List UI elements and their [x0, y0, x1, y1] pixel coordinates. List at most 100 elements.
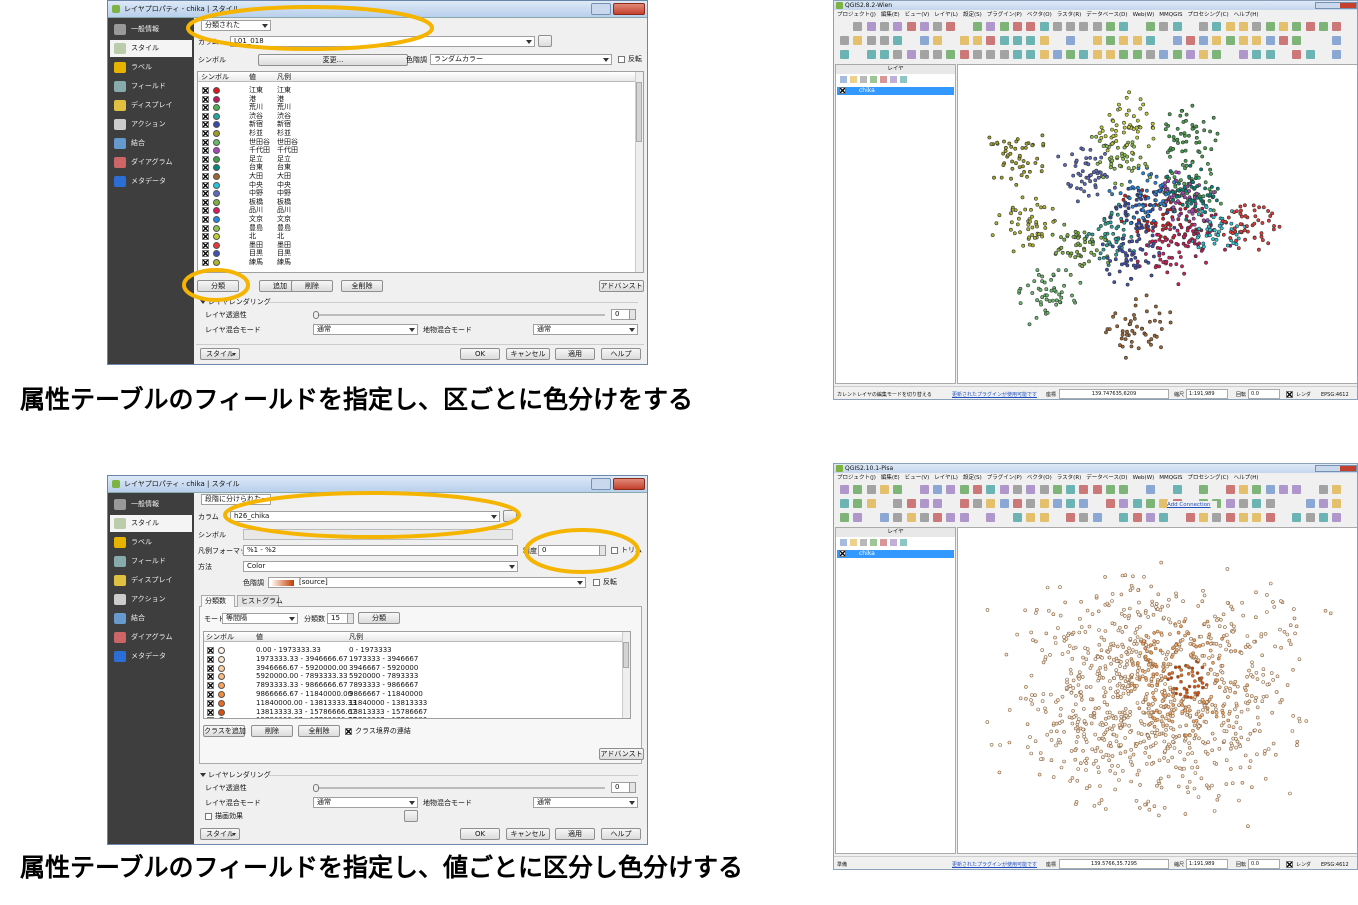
checkbox[interactable]: [1286, 391, 1293, 398]
toolbar-icon[interactable]: [1305, 50, 1315, 59]
sidebar-item[interactable]: スタイル: [110, 40, 192, 57]
toolbar-icon[interactable]: [1119, 485, 1129, 494]
toolbar-icon[interactable]: [879, 50, 889, 59]
toolbar-icon[interactable]: [933, 499, 943, 508]
checkbox[interactable]: [207, 708, 214, 716]
menu-item[interactable]: プロセシング(C): [1187, 475, 1229, 481]
spin-buttons[interactable]: [347, 613, 354, 624]
advanced-button[interactable]: アドバンスト: [599, 748, 644, 760]
toolbar-icon[interactable]: [1332, 499, 1342, 508]
button[interactable]: 全削除: [341, 280, 383, 292]
toolbar-icon[interactable]: [1079, 499, 1089, 508]
sidebar-item[interactable]: メタデータ: [110, 648, 192, 665]
expression-button[interactable]: [503, 510, 517, 522]
toolbar-icon[interactable]: [1252, 513, 1262, 522]
toolbar-icon[interactable]: [866, 22, 876, 31]
checkbox[interactable]: [207, 655, 214, 663]
toolbar-icon[interactable]: [1119, 22, 1129, 31]
toolbar-icon[interactable]: [879, 485, 889, 494]
checkbox[interactable]: [202, 173, 209, 180]
toolbar-icon[interactable]: [919, 36, 929, 45]
toolbar-icon[interactable]: [1252, 22, 1262, 31]
toolbar-icon[interactable]: [1292, 513, 1302, 522]
toolbar-icon[interactable]: [999, 50, 1009, 59]
checkbox[interactable]: [202, 87, 209, 94]
effects-button[interactable]: [404, 810, 418, 822]
toolbar-icon[interactable]: [973, 485, 982, 494]
toolbar-icon[interactable]: [1119, 499, 1129, 508]
menu-item[interactable]: データベース(D): [1086, 475, 1128, 481]
field[interactable]: 通常: [313, 324, 418, 335]
toolbar-icon[interactable]: [999, 485, 1009, 494]
checkbox[interactable]: [202, 233, 209, 241]
toolbar-icon[interactable]: [1106, 50, 1115, 59]
toolbar-icon[interactable]: [1212, 36, 1222, 45]
slider-handle[interactable]: [313, 784, 319, 792]
sidebar-item[interactable]: ダイアグラム: [110, 154, 192, 171]
toolbar-icon[interactable]: [1012, 36, 1022, 45]
toolbar-icon[interactable]: [1106, 36, 1115, 45]
menu-item[interactable]: Web(W): [1132, 475, 1155, 481]
toolbar-icon[interactable]: [986, 485, 996, 494]
close-button[interactable]: [613, 3, 645, 15]
toolbar-icon[interactable]: [1332, 22, 1342, 31]
help-button[interactable]: [591, 478, 611, 490]
panel-tool[interactable]: [900, 539, 907, 546]
toolbar-icon[interactable]: [1079, 50, 1089, 59]
sidebar-item[interactable]: 一般情報: [110, 496, 192, 513]
sidebar-item[interactable]: ラベル: [110, 534, 192, 551]
checkbox[interactable]: [207, 682, 214, 690]
toolbar-icon[interactable]: [1185, 36, 1195, 45]
classify-button[interactable]: 分類: [358, 612, 400, 624]
toolbar-icon[interactable]: [1132, 499, 1142, 508]
toolbar-icon[interactable]: [1039, 36, 1049, 45]
toolbar-icon[interactable]: [893, 499, 903, 508]
toolbar-icon[interactable]: [1079, 513, 1089, 522]
toolbar-icon[interactable]: [1332, 36, 1342, 45]
toolbar-icon[interactable]: [986, 499, 996, 508]
rotation-field[interactable]: 0.0: [1248, 389, 1280, 399]
toolbar-icon[interactable]: [1252, 36, 1262, 45]
toolbar-icon[interactable]: [1199, 485, 1209, 494]
toolbar-icon[interactable]: [973, 50, 982, 59]
toolbar-icon[interactable]: [1039, 499, 1049, 508]
toolbar-icon[interactable]: [1132, 513, 1142, 522]
checkbox[interactable]: [202, 130, 209, 137]
toolbar-icon[interactable]: [1132, 50, 1142, 59]
sidebar-item[interactable]: 結合: [110, 610, 192, 627]
toolbar-icon[interactable]: [1092, 485, 1102, 494]
toolbar-icon[interactable]: [1132, 36, 1142, 45]
slider-handle[interactable]: [313, 311, 319, 319]
checkbox[interactable]: [202, 241, 209, 249]
toolbar-icon[interactable]: [1278, 36, 1288, 45]
footer-button[interactable]: キャンセル: [506, 348, 550, 360]
column-select[interactable]: L01_018: [230, 36, 535, 47]
checkbox[interactable]: [207, 717, 214, 718]
toolbar-icon[interactable]: [1106, 22, 1115, 31]
menu-item[interactable]: プロジェクト(J): [837, 475, 876, 481]
toolbar-icon[interactable]: [1252, 485, 1262, 494]
toolbar-icon[interactable]: [1052, 485, 1062, 494]
expression-button[interactable]: [538, 35, 552, 47]
checkbox[interactable]: [202, 224, 209, 232]
footer-button[interactable]: スタイル: [200, 828, 240, 840]
toolbar-icon[interactable]: [986, 36, 996, 45]
toolbar-icon[interactable]: [1012, 499, 1022, 508]
toolbar-link[interactable]: Add Connection: [1167, 501, 1217, 511]
toolbar-icon[interactable]: [959, 513, 969, 522]
toolbar-icon[interactable]: [1145, 499, 1155, 508]
toolbar-icon[interactable]: [919, 499, 929, 508]
button[interactable]: クラスを追加: [203, 725, 246, 737]
toolbar-icon[interactable]: [1318, 22, 1328, 31]
toolbar-icon[interactable]: [919, 485, 929, 494]
menu-item[interactable]: Web(W): [1132, 12, 1155, 18]
toolbar-icon[interactable]: [853, 485, 863, 494]
toolbar-icon[interactable]: [1199, 50, 1209, 59]
field[interactable]: 通常: [313, 797, 418, 808]
crs-label[interactable]: EPSG:4612: [1321, 392, 1349, 398]
toolbar-icon[interactable]: [1225, 22, 1235, 31]
footer-button[interactable]: ヘルプ: [601, 348, 641, 360]
menu-item[interactable]: ラスタ(R): [1056, 475, 1082, 481]
footer-button[interactable]: OK: [460, 348, 500, 360]
renderer-select[interactable]: 段階に分けられた: [201, 494, 271, 505]
